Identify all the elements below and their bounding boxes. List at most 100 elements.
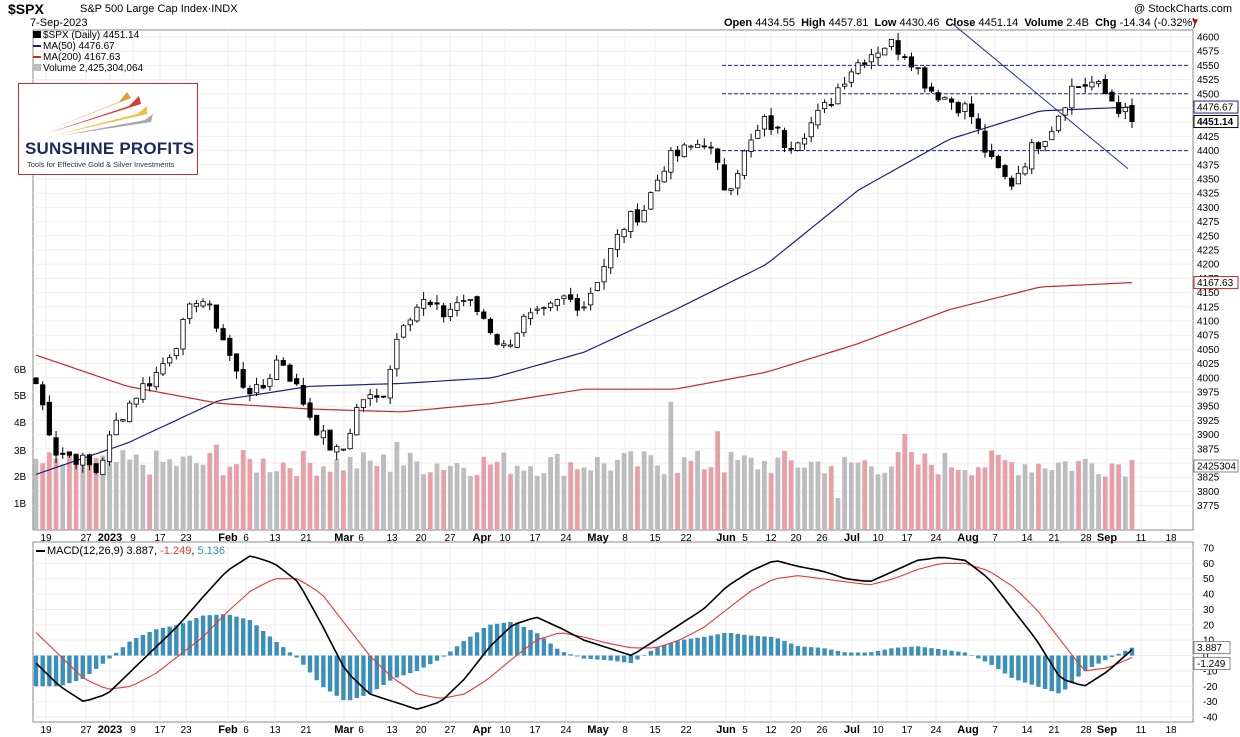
x-tick-label: 20	[790, 533, 802, 544]
candle-body	[628, 211, 634, 232]
price-tick-label: 4250	[1197, 231, 1220, 242]
x-tick-label-macd: 7	[992, 725, 998, 736]
candle-body	[1042, 141, 1048, 147]
sunshine-profits-logo: SUNSHINE PROFITS Tools for Effective Gol…	[18, 83, 198, 175]
volume-bar	[1109, 463, 1115, 530]
candle-body	[808, 122, 814, 138]
x-tick-label: 13	[386, 533, 398, 544]
macd-histogram-bar	[93, 655, 99, 669]
candle-body	[167, 357, 173, 364]
macd-histogram-bar	[1103, 655, 1108, 661]
volume-bar	[193, 463, 199, 530]
candle-body	[100, 459, 106, 476]
x-tick-label: 26	[816, 533, 828, 544]
candle-body	[374, 395, 380, 398]
candle-body	[835, 87, 841, 105]
volume-bar	[995, 454, 1001, 530]
x-tick-label: Sep	[1097, 532, 1117, 544]
candle-body	[568, 294, 574, 300]
macd-histogram-bar	[327, 655, 333, 692]
x-tick-label-macd: 2023	[98, 724, 122, 736]
volume-bar	[127, 459, 132, 530]
volume-bar	[207, 453, 213, 530]
macd-histogram-bar	[508, 622, 513, 656]
candle-body	[360, 399, 367, 408]
candle-body	[935, 92, 941, 101]
macd-plot	[33, 555, 1135, 711]
volume-bar	[287, 468, 293, 530]
x-tick-label: 6	[243, 533, 249, 544]
price-tick-label: 4300	[1197, 203, 1220, 214]
volume-bar	[501, 452, 507, 530]
candle-body	[427, 301, 433, 306]
macd-histogram-bar	[996, 655, 1001, 670]
macd-histogram-bar	[929, 648, 934, 656]
volume-bar	[949, 467, 954, 530]
signal-tag-box	[1193, 656, 1231, 670]
macd-histogram-bar	[668, 642, 674, 656]
price-tick-label: 3900	[1197, 430, 1220, 441]
volume-bar	[935, 474, 941, 530]
volume-bar	[481, 456, 487, 530]
volume-bars	[33, 401, 1135, 530]
macd-histogram-bar	[361, 655, 366, 696]
macd-histogram-bar	[33, 655, 39, 687]
volume-bar	[514, 465, 520, 530]
volume-bar	[153, 450, 159, 530]
candle-body	[948, 98, 955, 103]
volume-bar	[40, 463, 46, 530]
macd-histogram-bar	[394, 655, 400, 678]
volume-bar	[46, 452, 52, 530]
volume-label: Volume	[1024, 17, 1064, 29]
candle-body	[574, 297, 580, 311]
candle-body	[908, 56, 915, 68]
volume-bar	[982, 467, 988, 530]
price-tick-label: 4325	[1197, 189, 1220, 200]
macd-histogram-bar	[1089, 655, 1095, 668]
candle-body	[213, 304, 220, 329]
candle-body	[40, 384, 46, 406]
volume-bar	[661, 474, 667, 530]
chart-date: 7-Sep-2023	[30, 17, 88, 29]
price-tick-label: 3825	[1197, 473, 1220, 484]
volume-bar	[334, 459, 340, 530]
candle-body	[1075, 86, 1082, 88]
volume-bar	[695, 450, 701, 530]
volume-bar	[147, 474, 153, 530]
volume-bar	[895, 451, 901, 530]
macd-histogram-bar	[227, 614, 233, 656]
macd-histogram-bar	[154, 629, 159, 656]
macd-histogram-bar	[67, 655, 72, 684]
x-tick-label: 19	[40, 533, 52, 544]
macd-histogram-bar	[261, 630, 266, 656]
macd-histogram-bar	[755, 636, 760, 656]
candle-body	[1089, 81, 1095, 88]
macd-histogram-bar	[661, 645, 667, 656]
macd-histogram-bar	[768, 636, 774, 656]
volume-bar	[628, 451, 634, 530]
macd-histogram-bar	[73, 655, 79, 682]
x-tick-label: Feb	[218, 532, 238, 544]
candle-body	[1002, 165, 1008, 177]
x-tick-label-macd: 14	[1021, 725, 1033, 736]
macd-histogram-bar	[301, 655, 306, 665]
macd-histogram-bar	[107, 655, 112, 659]
macd-histogram-bar	[307, 655, 313, 673]
macd-histogram-bar	[842, 652, 847, 656]
site-credit: @ StockCharts.com	[1134, 3, 1232, 15]
volume-bar	[1122, 476, 1128, 530]
macd-histogram-bar	[688, 638, 694, 656]
volume-bar	[474, 474, 480, 530]
volume-tick-label: 3B	[14, 446, 27, 457]
candle-body	[354, 407, 360, 436]
legend-ma200: MA(200) 4167.63	[33, 52, 120, 63]
macd-histogram-bar	[922, 647, 928, 656]
candle-body	[801, 137, 808, 145]
macd-histogram-bar	[809, 647, 814, 656]
candle-body	[648, 192, 654, 210]
x-tick-label: 24	[560, 533, 572, 544]
macd-histogram-bar	[849, 652, 854, 656]
candle-body	[955, 102, 961, 114]
candle-body	[441, 305, 447, 318]
